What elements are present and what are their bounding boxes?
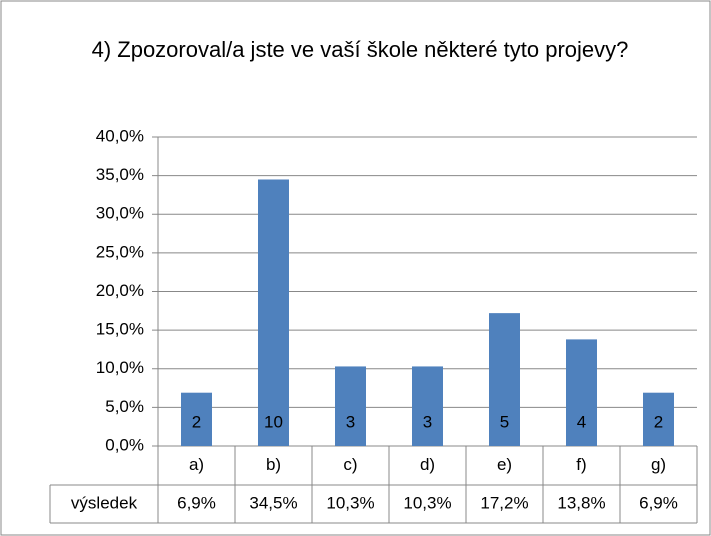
bar <box>181 392 212 446</box>
bar <box>566 339 597 446</box>
bar <box>643 392 674 446</box>
table-value: 10,3% <box>326 493 374 512</box>
y-tick-label: 20,0% <box>96 281 144 300</box>
x-tick-label: f) <box>576 455 586 474</box>
bar <box>412 366 443 446</box>
y-tick-label: 5,0% <box>105 397 144 416</box>
table-value: 13,8% <box>557 493 605 512</box>
table-value: 6,9% <box>177 493 216 512</box>
x-tick-label: e) <box>497 455 512 474</box>
bar <box>489 313 520 446</box>
data-label: 10 <box>264 412 283 431</box>
data-label: 3 <box>423 412 432 431</box>
table-value: 17,2% <box>480 493 528 512</box>
data-label: 4 <box>577 412 586 431</box>
data-label: 3 <box>346 412 355 431</box>
x-tick-label: b) <box>266 455 281 474</box>
chart-title: 4) Zpozoroval/a jste ve vaší škole někte… <box>91 37 629 62</box>
y-tick-label: 10,0% <box>96 358 144 377</box>
bar <box>258 179 289 447</box>
y-tick-label: 40,0% <box>96 126 144 145</box>
table-value: 34,5% <box>249 493 297 512</box>
y-tick-label: 0,0% <box>105 435 144 454</box>
data-label: 5 <box>500 412 509 431</box>
table-value: 6,9% <box>639 493 678 512</box>
y-tick-label: 35,0% <box>96 165 144 184</box>
x-tick-label: a) <box>189 455 204 474</box>
y-tick-label: 30,0% <box>96 204 144 223</box>
y-tick-label: 15,0% <box>96 320 144 339</box>
x-tick-label: c) <box>343 455 357 474</box>
x-tick-label: g) <box>651 455 666 474</box>
data-label: 2 <box>654 412 663 431</box>
table-value: 10,3% <box>403 493 451 512</box>
x-tick-label: d) <box>420 455 435 474</box>
data-label: 2 <box>192 412 201 431</box>
table-row-header: výsledek <box>71 493 138 512</box>
y-tick-label: 25,0% <box>96 242 144 261</box>
bar <box>335 366 366 446</box>
